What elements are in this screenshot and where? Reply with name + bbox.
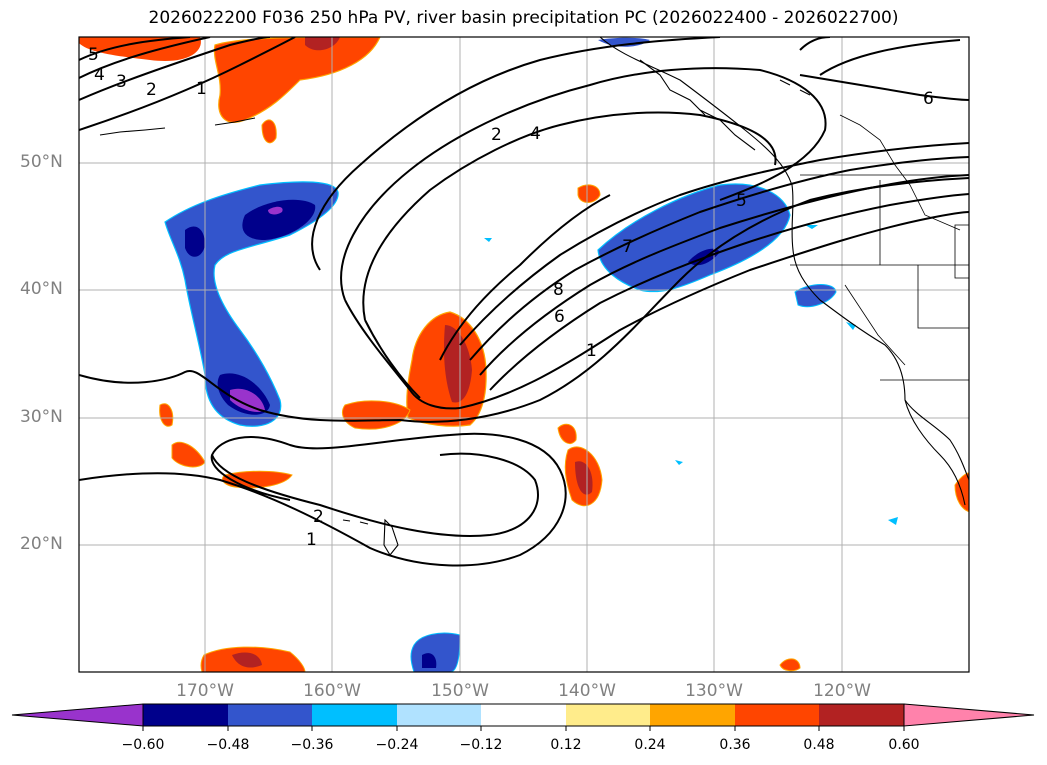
colorbar-tick-label: −0.48	[206, 737, 250, 753]
colorbar-segment	[566, 704, 650, 726]
colorbar-segment	[481, 704, 566, 726]
lat-label: 30°N	[20, 407, 63, 427]
lat-label: 40°N	[20, 279, 63, 299]
colorbar-segment	[228, 704, 312, 726]
colorbar-tick-label: −0.12	[459, 737, 503, 753]
colorbar-tick-label: 0.60	[888, 737, 920, 753]
colorbar-tick-label: −0.60	[121, 737, 165, 753]
lon-label: 130°W	[685, 681, 743, 701]
contour-label: 1	[306, 530, 317, 550]
colorbar-tick-label: 0.24	[634, 737, 666, 753]
colorbar-segment	[397, 704, 481, 726]
colorbar-segment	[312, 704, 397, 726]
colorbar-segment	[735, 704, 819, 726]
colorbar-segment	[650, 704, 735, 726]
map-frame	[78, 36, 970, 673]
contour-label: 2	[313, 507, 324, 527]
colorbar-tick-label: −0.36	[290, 737, 334, 753]
contour-label: 8	[553, 280, 564, 300]
lon-label: 170°W	[176, 681, 234, 701]
contour-label: 5	[88, 45, 99, 65]
contour-label: 6	[554, 307, 565, 327]
lat-label: 50°N	[20, 152, 63, 172]
contour-label: 4	[94, 65, 105, 85]
contour-label: 6	[923, 89, 934, 109]
contour-label: 1	[586, 341, 597, 361]
lon-label: 160°W	[303, 681, 361, 701]
lon-label: 150°W	[431, 681, 489, 701]
colorbar-segment	[143, 704, 228, 726]
map-title: 2026022200 F036 250 hPa PV, river basin …	[148, 8, 899, 28]
contour-label: 5	[736, 191, 747, 211]
colorbar-segment	[819, 704, 904, 726]
lat-label: 20°N	[20, 534, 63, 554]
colorbar-tick-label: 0.12	[550, 737, 582, 753]
colorbar-tick-label: 0.36	[719, 737, 751, 753]
contour-label: 3	[116, 72, 127, 92]
contour-label: 2	[146, 80, 157, 100]
colorbar-extend-high	[903, 703, 1035, 727]
contour-label: 2	[491, 125, 502, 145]
lon-label: 120°W	[813, 681, 871, 701]
coastlines	[99, 37, 969, 556]
lon-label: 140°W	[558, 681, 616, 701]
contour-label: 7	[622, 237, 633, 257]
colorbar-extend-low	[11, 703, 144, 727]
pv-contours	[79, 37, 969, 567]
colorbar-tick-label: −0.24	[375, 737, 419, 753]
contour-label: 1	[196, 79, 207, 99]
contour-label: 4	[530, 124, 541, 144]
colorbar-tick-label: 0.48	[803, 737, 835, 753]
colorbar	[11, 703, 1035, 731]
contour-labels: 5 4 3 2 1 6 2 4 8 6 1 7 5 2 1	[88, 45, 934, 550]
